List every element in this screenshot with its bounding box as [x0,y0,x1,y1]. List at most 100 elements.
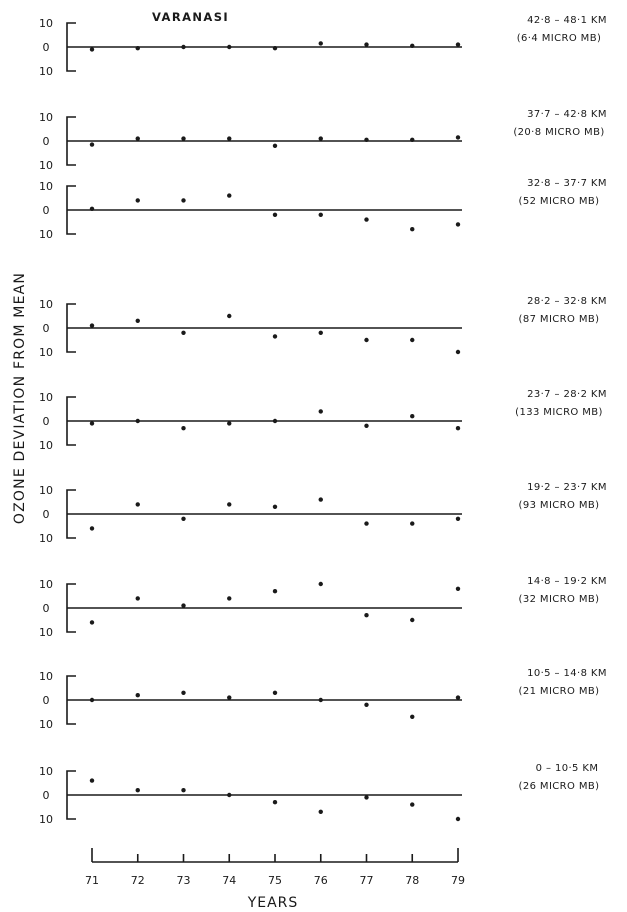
x-tick-label: 78 [405,874,419,887]
data-point [227,502,232,507]
data-point [272,212,278,217]
panel-4: 10 0 10 28·2 – 32·8 KM (87 MICRO MB) [39,296,607,359]
data-point [89,47,95,52]
layer-pressure-label: (26 MICRO MB) [519,781,600,792]
data-point [181,426,186,431]
data-point [455,695,461,700]
layer-pressure-label: (6·4 MICRO MB) [517,33,602,44]
layer-pressure-label: (20·8 MICRO MB) [513,127,604,138]
data-point [135,502,140,507]
data-point [410,414,415,419]
y-tick-label: 0 [43,204,50,217]
data-point [227,136,232,141]
data-point [272,690,278,695]
data-point [181,516,186,521]
layer-pressure-label: (52 MICRO MB) [519,196,600,207]
data-point [455,135,461,140]
data-point [272,143,278,148]
data-point [135,46,140,51]
data-point [410,714,415,719]
data-point [410,521,415,526]
x-axis: 71 72 73 74 75 76 77 78 79 [85,848,465,887]
y-tick-label: 0 [43,789,50,802]
y-tick-label: 10 [39,180,53,193]
data-point [318,409,323,414]
x-tick-label: 71 [85,874,99,887]
x-tick-label: 72 [131,874,145,887]
data-point [181,198,186,203]
station-title: VARANASI [152,10,229,24]
data-point [135,418,140,424]
data-point [89,206,95,211]
data-point [410,43,415,48]
data-point [318,497,323,502]
data-point [455,816,461,822]
data-point [135,788,140,793]
layer-altitude-label: 0 – 10·5 KM [536,763,599,774]
y-tick-label: 10 [39,626,53,639]
y-tick-label: 10 [39,484,53,497]
layer-pressure-label: (21 MICRO MB) [519,686,600,697]
data-point [89,142,95,147]
data-point [364,337,369,343]
data-point [410,137,415,142]
data-point [318,136,323,141]
data-point [181,44,186,50]
data-point [318,212,323,217]
data-point [181,330,186,335]
x-tick-label: 73 [177,874,191,887]
data-point [364,423,369,428]
data-point [410,227,415,232]
data-point [227,44,232,50]
layer-altitude-label: 14·8 – 19·2 KM [527,576,607,587]
data-point [318,581,323,587]
layer-altitude-label: 42·8 – 48·1 KM [527,15,607,26]
data-point [227,421,232,426]
y-tick-label: 10 [39,346,53,359]
layer-pressure-label: (87 MICRO MB) [519,314,600,325]
data-point [272,46,278,51]
x-tick-label: 75 [268,874,282,887]
panels-group: 10 0 10 42·8 – 48·1 KM (6·4 MICRO MB) 10 0 10 37… [39,15,607,826]
layer-altitude-label: 37·7 – 42·8 KM [527,109,607,120]
y-tick-label: 10 [39,111,53,124]
x-tick-label: 79 [451,874,465,887]
y-tick-label: 0 [43,135,50,148]
data-point [318,330,323,335]
data-point [455,349,461,355]
layer-altitude-label: 19·2 – 23·7 KM [527,482,607,493]
panel-9: 10 0 10 0 – 10·5 KM (26 MICRO MB) [39,763,599,826]
data-point [181,136,186,141]
y-tick-label: 0 [43,508,50,521]
y-tick-label: 10 [39,532,53,545]
panel-8: 10 0 10 10·5 – 14·8 KM (21 MICRO MB) [39,668,607,731]
data-point [272,800,278,805]
layer-pressure-label: (133 MICRO MB) [515,407,603,418]
data-point [364,702,369,707]
y-axis-title: OZONE DEVIATION FROM MEAN [12,272,28,524]
data-point [227,792,232,798]
layer-altitude-label: 28·2 – 32·8 KM [527,296,607,307]
y-tick-label: 0 [43,322,50,335]
data-point [227,695,232,700]
panel-1: 10 0 10 42·8 – 48·1 KM (6·4 MICRO MB) [39,15,607,78]
data-point [410,337,415,343]
layer-altitude-label: 10·5 – 14·8 KM [527,668,607,679]
data-point [318,697,323,703]
data-point [181,603,186,608]
y-tick-label: 10 [39,439,53,452]
data-point [89,421,95,426]
y-tick-label: 10 [39,17,53,30]
layer-pressure-label: (93 MICRO MB) [519,500,600,511]
data-point [135,693,140,698]
data-point [227,596,232,601]
x-axis-title: YEARS [247,895,299,911]
y-tick-label: 0 [43,602,50,615]
data-point [89,526,95,531]
data-point [227,313,232,319]
data-point [318,41,323,46]
data-point [318,809,323,814]
data-point [272,589,278,594]
y-tick-label: 10 [39,718,53,731]
